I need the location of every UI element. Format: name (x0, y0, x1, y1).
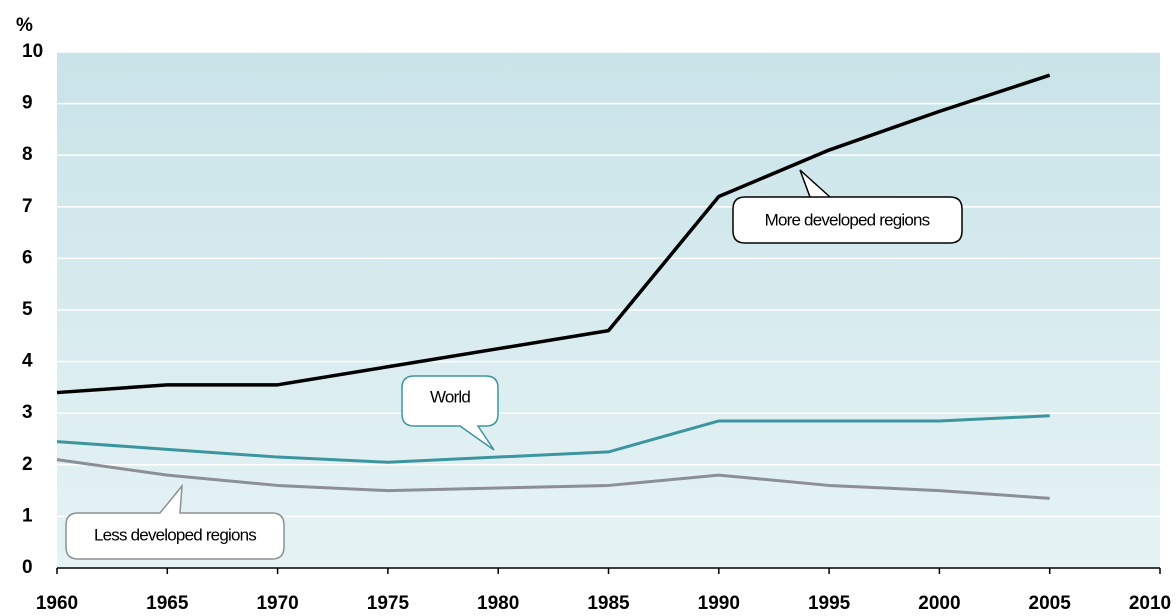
x-tick-label: 1970 (256, 593, 298, 614)
x-tick-label: 1990 (698, 593, 740, 614)
grid (57, 51, 1160, 569)
y-tick-label: 2 (22, 454, 33, 475)
lines (56, 73, 1051, 500)
callout-world: World (401, 375, 499, 451)
y-tick-label: 6 (22, 247, 33, 268)
y-tick-label: 3 (22, 402, 33, 423)
series-line (56, 73, 1051, 395)
x-tick-label: 2005 (1029, 593, 1072, 614)
x-tick-label: 2010 (1129, 593, 1171, 614)
series-line (56, 414, 1050, 464)
callout-label: More developed regions (765, 210, 930, 229)
y-tick-label: 10 (22, 41, 43, 62)
series-line (56, 458, 1050, 500)
y-tick-label: 8 (22, 144, 33, 165)
x-tick-label: 1975 (367, 593, 410, 614)
y-tick-label: 9 (22, 93, 33, 114)
y-tick-label: 4 (22, 351, 33, 372)
x-tick-label: 2000 (918, 593, 960, 614)
x-tick-label: 1995 (808, 593, 851, 614)
y-tick-label: 7 (22, 196, 33, 217)
y-unit: % (16, 15, 33, 36)
x-tick-label: 1960 (36, 593, 78, 614)
x-tick-label: 1985 (587, 593, 630, 614)
y-tick-label: 1 (22, 505, 33, 526)
callout-more: More developed regions (732, 169, 963, 244)
x-tick-label: 1980 (477, 593, 519, 614)
x-tick-label: 1965 (146, 593, 189, 614)
y-tick-label: 5 (22, 299, 33, 320)
callout-label: World (430, 387, 470, 406)
callout-label: Less developed regions (94, 525, 256, 544)
y-tick-label: 0 (22, 557, 33, 578)
callout-less: Less developed regions (65, 483, 285, 560)
